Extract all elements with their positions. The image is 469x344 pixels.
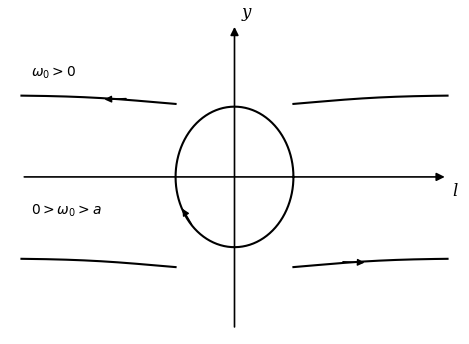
Text: $0 > \omega_0 > a$: $0 > \omega_0 > a$ bbox=[30, 203, 101, 219]
Text: $\omega_0 > 0$: $\omega_0 > 0$ bbox=[30, 64, 76, 81]
Text: y: y bbox=[241, 4, 250, 21]
Text: l: l bbox=[452, 183, 457, 200]
